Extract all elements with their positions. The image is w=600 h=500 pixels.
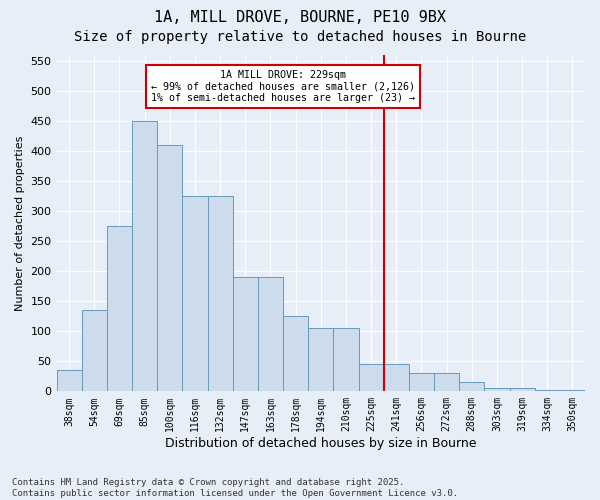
Bar [484, 388, 509, 392]
Bar [383, 364, 409, 392]
Y-axis label: Number of detached properties: Number of detached properties [15, 136, 25, 311]
Bar [132, 121, 157, 392]
Text: 1A, MILL DROVE, BOURNE, PE10 9BX: 1A, MILL DROVE, BOURNE, PE10 9BX [154, 10, 446, 25]
Bar [535, 390, 560, 392]
Bar [107, 226, 132, 392]
Bar [409, 374, 434, 392]
Bar [157, 145, 182, 392]
X-axis label: Distribution of detached houses by size in Bourne: Distribution of detached houses by size … [165, 437, 476, 450]
Bar [208, 196, 233, 392]
Bar [509, 388, 535, 392]
Text: 1A MILL DROVE: 229sqm
← 99% of detached houses are smaller (2,126)
1% of semi-de: 1A MILL DROVE: 229sqm ← 99% of detached … [151, 70, 415, 103]
Text: Size of property relative to detached houses in Bourne: Size of property relative to detached ho… [74, 30, 526, 44]
Text: Contains HM Land Registry data © Crown copyright and database right 2025.
Contai: Contains HM Land Registry data © Crown c… [12, 478, 458, 498]
Bar [82, 310, 107, 392]
Bar [283, 316, 308, 392]
Bar [434, 374, 459, 392]
Bar [233, 277, 258, 392]
Bar [334, 328, 359, 392]
Bar [56, 370, 82, 392]
Bar [560, 390, 585, 392]
Bar [359, 364, 383, 392]
Bar [459, 382, 484, 392]
Bar [182, 196, 208, 392]
Bar [258, 277, 283, 392]
Bar [308, 328, 334, 392]
